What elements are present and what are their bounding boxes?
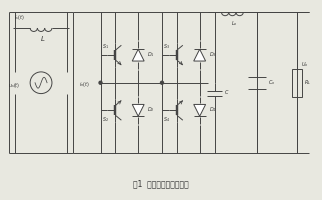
Polygon shape (194, 50, 206, 62)
Text: $D_1$: $D_1$ (147, 50, 155, 59)
Text: $L$: $L$ (40, 34, 46, 43)
Text: $S_3$: $S_3$ (163, 42, 170, 51)
Polygon shape (194, 105, 206, 117)
Text: $S_4$: $S_4$ (163, 115, 170, 123)
Text: $S_2$: $S_2$ (101, 115, 109, 123)
Circle shape (160, 82, 164, 85)
Text: $U_o$: $U_o$ (301, 60, 308, 69)
Text: $D_4$: $D_4$ (209, 105, 216, 114)
Text: $C$: $C$ (224, 87, 230, 95)
Text: $u_s(t)$: $u_s(t)$ (8, 80, 21, 89)
Text: $i_n(t)$: $i_n(t)$ (79, 79, 90, 88)
Text: $C_o$: $C_o$ (268, 77, 275, 86)
Text: $D_3$: $D_3$ (209, 50, 216, 59)
Polygon shape (132, 50, 144, 62)
Circle shape (99, 82, 102, 85)
Text: $S_1$: $S_1$ (101, 42, 109, 51)
Text: $i_s(t)$: $i_s(t)$ (14, 13, 25, 22)
Polygon shape (132, 105, 144, 117)
Bar (292, 70, 302, 97)
Text: 图1  单相全桥主电路结构: 图1 单相全桥主电路结构 (133, 178, 189, 187)
Text: $R_L$: $R_L$ (304, 77, 311, 86)
Text: $D_2$: $D_2$ (147, 105, 155, 114)
Text: $L_o$: $L_o$ (231, 19, 238, 28)
